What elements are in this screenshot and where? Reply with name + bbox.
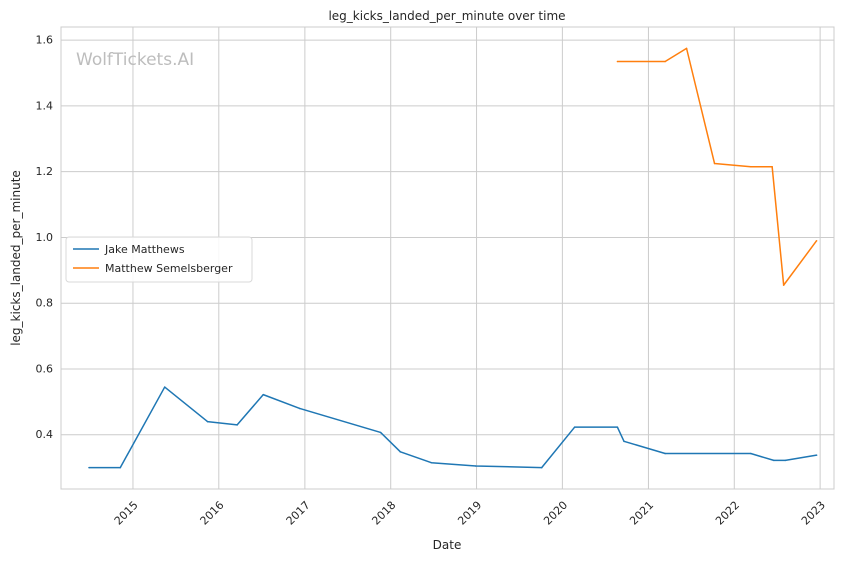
data-point-matthew-semelsberger-6: [782, 284, 785, 286]
data-point-jake-matthews-1: [119, 466, 122, 469]
data-point-jake-matthews-7: [379, 431, 382, 434]
y-tick-label-1.4: 1.4: [36, 99, 54, 112]
data-point-jake-matthews-10: [475, 465, 477, 467]
data-point-matthew-semelsberger-7: [815, 239, 818, 242]
x-tick-label-2018: 2018: [369, 499, 398, 528]
chart-title: leg_kicks_landed_per_minute over time: [328, 9, 565, 23]
legend-label-matthew-semelsberger: Matthew Semelsberger: [105, 262, 233, 275]
data-point-jake-matthews-8: [399, 451, 402, 453]
data-point-matthew-semelsberger-3: [713, 162, 716, 165]
x-tick-label-2022: 2022: [713, 499, 742, 528]
y-tick-label-0.4: 0.4: [36, 428, 54, 441]
legend-label-jake-matthews: Jake Matthews: [104, 243, 185, 256]
data-point-matthew-semelsberger-5: [771, 166, 773, 168]
legend: Jake Matthews Matthew Semelsberger: [65, 236, 253, 283]
data-point-jake-matthews-3: [206, 420, 209, 423]
x-axis-ticks: 2015 2016 2017 2018 2019 2020 2021 2022 2023: [112, 499, 828, 528]
data-point-jake-matthews-15: [664, 452, 666, 455]
series-line-matthew-semelsberger: [617, 47, 818, 286]
x-tick-label-2016: 2016: [198, 499, 227, 528]
data-point-matthew-semelsberger-0: [616, 60, 619, 63]
data-point-jake-matthews-18: [784, 459, 787, 462]
data-point-jake-matthews-12: [573, 426, 576, 428]
y-tick-label-0.6: 0.6: [36, 362, 54, 375]
x-tick-label-2023: 2023: [799, 499, 828, 528]
x-tick-label-2020: 2020: [541, 499, 570, 528]
data-point-jake-matthews-0: [88, 466, 90, 469]
y-tick-label-1.2: 1.2: [36, 165, 54, 178]
x-axis-label: Date: [433, 538, 462, 552]
data-point-jake-matthews-13: [616, 426, 619, 428]
y-tick-label-1.0: 1.0: [36, 231, 54, 244]
data-point-jake-matthews-9: [430, 461, 433, 464]
y-tick-label-0.8: 0.8: [36, 297, 54, 310]
watermark: WolfTickets.AI: [76, 50, 194, 70]
x-tick-label-2021: 2021: [627, 499, 656, 528]
data-point-jake-matthews-19: [815, 454, 818, 456]
data-point-jake-matthews-11: [540, 466, 543, 469]
legend-box: [65, 236, 253, 283]
y-tick-label-1.6: 1.6: [36, 34, 54, 47]
data-point-jake-matthews-2: [163, 386, 166, 388]
plot-frame: [60, 26, 835, 490]
data-point-jake-matthews-6: [298, 407, 301, 410]
series-line-jake-matthews: [88, 386, 817, 469]
x-tick-label-2017: 2017: [284, 499, 313, 528]
data-point-jake-matthews-14: [623, 440, 625, 443]
data-point-jake-matthews-17: [773, 459, 775, 462]
y-axis-label: leg_kicks_landed_per_minute: [9, 170, 23, 346]
x-tick-label-2019: 2019: [455, 499, 484, 528]
y-axis-ticks: 0.4 0.6 0.8 1.0 1.2 1.4 1.6: [36, 34, 54, 442]
data-point-matthew-semelsberger-1: [664, 60, 666, 63]
data-point-matthew-semelsberger-2: [685, 47, 688, 50]
series-layer: [88, 47, 818, 469]
data-point-matthew-semelsberger-4: [750, 166, 752, 168]
data-point-jake-matthews-5: [262, 393, 264, 396]
grid-lines: [61, 27, 834, 489]
data-point-jake-matthews-4: [236, 424, 238, 426]
x-tick-label-2015: 2015: [112, 499, 141, 528]
data-point-jake-matthews-16: [750, 452, 752, 455]
